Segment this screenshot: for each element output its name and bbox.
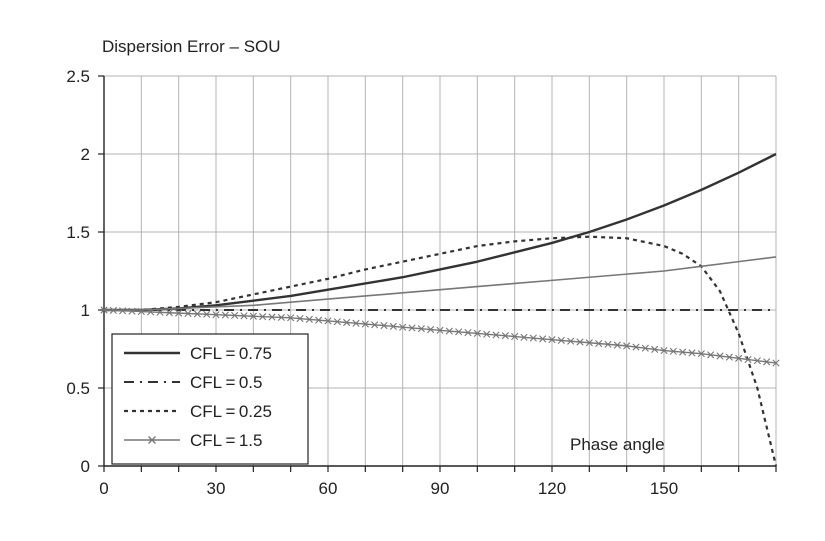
- series-marker-cfl-1-5: [436, 326, 444, 334]
- series-marker-cfl-1-5: [613, 341, 621, 349]
- series-marker-cfl-1-5: [389, 322, 397, 330]
- legend-box: [111, 333, 309, 465]
- series-marker-cfl-1-5: [371, 321, 379, 329]
- y-tick-label: 1: [81, 301, 90, 320]
- series-marker-cfl-1-5: [193, 310, 201, 318]
- legend-label-cfl-0-75: CFL = 0.75: [190, 344, 272, 363]
- x-tick-label: 30: [207, 479, 226, 498]
- series-marker-cfl-1-5: [520, 333, 528, 341]
- series-marker-cfl-1-5: [567, 337, 575, 345]
- series-marker-cfl-1-5: [623, 342, 631, 350]
- series-marker-cfl-1-5: [399, 323, 407, 331]
- chart-title: Dispersion Error – SOU: [102, 37, 281, 56]
- legend-label-cfl-1-5: CFL = 1.5: [190, 431, 262, 450]
- series-marker-cfl-1-5: [259, 313, 267, 321]
- series-marker-cfl-1-5: [632, 343, 640, 351]
- series-marker-cfl-1-5: [595, 339, 603, 348]
- phase-angle-annotation: Phase angle: [570, 435, 665, 454]
- series-marker-cfl-1-5: [352, 319, 360, 327]
- series-marker-cfl-1-5: [315, 316, 323, 324]
- series-marker-cfl-1-5: [548, 336, 556, 344]
- series-marker-cfl-1-5: [184, 309, 192, 318]
- series-line-unlabeled: [104, 256, 777, 311]
- x-tick-label: 0: [99, 479, 108, 498]
- series-marker-cfl-1-5: [333, 318, 341, 326]
- series-marker-cfl-1-5: [716, 352, 724, 360]
- series-marker-cfl-1-5: [669, 347, 677, 355]
- series-marker-cfl-1-5: [604, 340, 612, 348]
- series-line-cfl-0-75: [104, 152, 777, 312]
- series-marker-cfl-1-5: [483, 330, 491, 338]
- series-marker-cfl-1-5: [156, 308, 164, 316]
- series-line-cfl-0-25: [104, 235, 778, 467]
- y-tick-label: 0.5: [66, 379, 90, 398]
- series-layer: [100, 152, 780, 467]
- series-marker-cfl-1-5: [725, 353, 733, 361]
- series-marker-cfl-1-5: [539, 335, 547, 343]
- y-tick-label: 2.5: [66, 67, 90, 86]
- legend-label-cfl-0-5: CFL = 0.5: [190, 373, 262, 392]
- series-marker-cfl-1-5: [417, 325, 425, 333]
- series-marker-cfl-1-5: [651, 345, 659, 353]
- series-marker-cfl-1-5: [641, 344, 649, 352]
- x-tick-label: 120: [538, 479, 566, 498]
- series-marker-cfl-1-5: [203, 310, 211, 318]
- series-marker-cfl-1-5: [287, 314, 295, 322]
- series-marker-cfl-1-5: [511, 332, 519, 341]
- series-marker-cfl-1-5: [576, 338, 584, 346]
- axes: 0 0.5 1 1.5 2 2.5 0 30 60 90 120 150: [66, 67, 777, 498]
- series-marker-cfl-1-5: [361, 320, 369, 328]
- series-marker-cfl-1-5: [707, 351, 715, 359]
- legend: CFL = 0.75 CFL = 0.5 CFL = 0.25 CFL = 1.5: [111, 333, 309, 465]
- series-marker-cfl-1-5: [165, 309, 173, 317]
- series-marker-cfl-1-5: [277, 313, 285, 321]
- x-tick-label: 60: [319, 479, 338, 498]
- series-marker-cfl-1-5: [697, 350, 705, 358]
- series-marker-cfl-1-5: [296, 314, 304, 323]
- series-marker-cfl-1-5: [492, 331, 500, 339]
- series-marker-cfl-1-5: [324, 317, 332, 325]
- series-marker-cfl-1-5: [175, 309, 183, 317]
- series-marker-cfl-1-5: [343, 318, 351, 327]
- series-marker-cfl-1-5: [660, 346, 668, 355]
- series-marker-cfl-1-5: [128, 307, 136, 315]
- series-marker-cfl-1-5: [501, 332, 509, 340]
- series-marker-cfl-1-5: [679, 348, 687, 356]
- series-marker-cfl-1-5: [427, 325, 435, 334]
- legend-marker-cfl-1-5: [148, 436, 156, 444]
- x-tick-label: 90: [431, 479, 450, 498]
- series-marker-cfl-1-5: [735, 354, 743, 362]
- x-tick-label: 150: [650, 479, 678, 498]
- series-marker-cfl-1-5: [231, 311, 239, 320]
- series-marker-cfl-1-5: [305, 315, 313, 323]
- grid: [104, 75, 777, 466]
- series-marker-cfl-1-5: [763, 358, 771, 366]
- series-marker-cfl-1-5: [585, 339, 593, 347]
- series-marker-cfl-1-5: [445, 327, 453, 335]
- series-marker-cfl-1-5: [529, 334, 537, 342]
- series-marker-cfl-1-5: [455, 328, 463, 336]
- series-marker-cfl-1-5: [221, 311, 229, 319]
- legend-label-cfl-0-25: CFL = 0.25: [190, 402, 272, 421]
- series-marker-cfl-1-5: [744, 355, 752, 364]
- series-marker-cfl-1-5: [268, 313, 276, 321]
- y-tick-label: 1.5: [66, 223, 90, 242]
- series-marker-cfl-1-5: [753, 357, 761, 365]
- y-tick-label: 0: [81, 457, 90, 476]
- series-marker-cfl-1-5: [212, 311, 220, 319]
- series-marker-cfl-1-5: [464, 329, 472, 337]
- series-marker-cfl-1-5: [408, 324, 416, 332]
- series-marker-cfl-1-5: [249, 312, 257, 320]
- series-marker-cfl-1-5: [688, 349, 696, 357]
- y-tick-label: 2: [81, 145, 90, 164]
- series-marker-cfl-1-5: [240, 312, 248, 320]
- series-marker-cfl-1-5: [473, 329, 481, 337]
- series-marker-cfl-1-5: [380, 322, 388, 330]
- series-marker-cfl-1-5: [557, 336, 565, 345]
- series-marker-cfl-1-5: [772, 359, 780, 367]
